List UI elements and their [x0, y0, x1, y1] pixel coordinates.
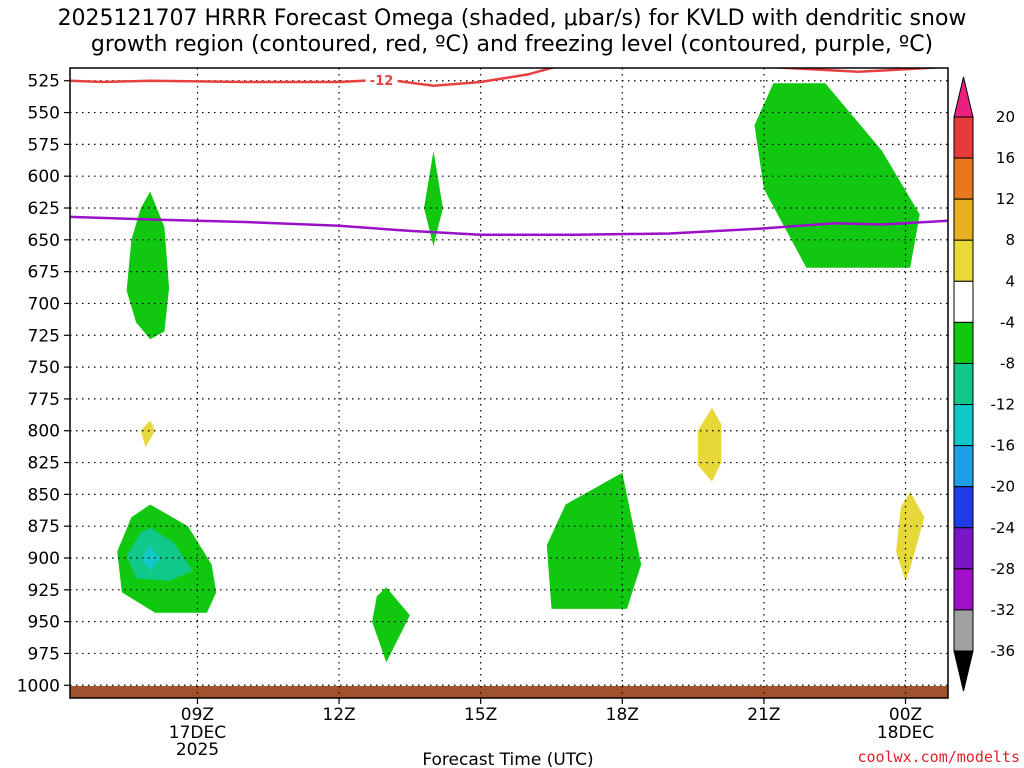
colorbar-segment: [953, 445, 974, 488]
colorbar-segment: [953, 362, 974, 406]
x-tick-label: 18Z: [606, 705, 639, 725]
omega-region-teal-b: [126, 527, 193, 581]
colorbar-label: -28: [991, 560, 1016, 578]
y-tick-label: 925: [28, 581, 60, 601]
y-tick-label: 975: [28, 644, 60, 664]
colorbar-top-arrow: [953, 76, 974, 118]
freezing-level-line: [70, 215, 948, 236]
y-tick-label: 550: [28, 104, 60, 124]
colorbar-segment: [953, 280, 974, 323]
colorbar-segment: [953, 527, 974, 570]
colorbar-segment: [953, 198, 974, 241]
colorbar-segment: [953, 609, 974, 652]
y-tick-label: 600: [28, 167, 60, 187]
colorbar-label: -8: [1000, 354, 1015, 372]
y-tick-label: 675: [28, 263, 60, 283]
colorbar: 20 16 12 8 4 -4 -8 -12 -16 -20 -24 -28 -32 -36: [953, 76, 1016, 692]
omega-region-yellow-b: [697, 407, 722, 482]
contour-label-minus12: -12: [370, 74, 394, 89]
x-tick-sublabel: 18DEC: [877, 723, 934, 743]
x-tick-label: 09Z: [181, 705, 214, 725]
omega-region-green-c: [372, 587, 410, 663]
y-tick-label: 650: [28, 231, 60, 251]
chart-title-line-1: 2025121707 HRRR Forecast Omega (shaded, …: [57, 6, 967, 31]
colorbar-segment: [953, 239, 974, 282]
x-tick-label: 12Z: [322, 705, 355, 725]
omega-region-green-f: [754, 83, 920, 268]
x-axis-label: Forecast Time (UTC): [422, 750, 593, 768]
x-tick-sublabel: 17DEC: [169, 723, 226, 743]
colorbar-segment: [953, 404, 974, 447]
omega-region-yellow-c: [896, 491, 925, 581]
colorbar-label: 20: [996, 108, 1015, 126]
ground-strip: [70, 686, 948, 698]
dendritic-line-left: [70, 68, 557, 88]
y-tick-label: 775: [28, 390, 60, 410]
colorbar-segment: [953, 321, 974, 364]
omega-region-green-d: [424, 150, 443, 247]
colorbar-segment: [953, 568, 974, 611]
colorbar-bottom-arrow: [953, 650, 974, 692]
colorbar-segment: [953, 486, 974, 529]
y-tick-label: 800: [28, 422, 60, 442]
y-tick-label: 625: [28, 199, 60, 219]
colorbar-label: -16: [991, 437, 1016, 455]
y-tick-label: 950: [28, 613, 60, 633]
y-tick-label: 825: [28, 454, 60, 474]
omega-region-cyan-b: [140, 545, 160, 571]
colorbar-label: 4: [1005, 272, 1015, 290]
colorbar-label: -24: [991, 519, 1016, 537]
chart-title-line-2: growth region (contoured, red, ºC) and f…: [90, 32, 934, 57]
x-tick-label: 00Z: [889, 705, 922, 725]
omega-region-green-e: [546, 472, 642, 609]
y-tick-label: 525: [28, 72, 60, 92]
colorbar-label: 8: [1005, 231, 1015, 249]
colorbar-segment: [953, 157, 974, 200]
plot-frame: [69, 67, 949, 699]
x-tick-label: 15Z: [464, 705, 497, 725]
colorbar-label: -36: [991, 642, 1016, 660]
colorbar-label: -4: [1000, 313, 1015, 331]
y-tick-label: 875: [28, 517, 60, 537]
x-tick-sublabel: 2025: [176, 740, 219, 760]
colorbar-label: 16: [996, 149, 1015, 167]
colorbar-label: -32: [991, 601, 1016, 619]
omega-region-yellow-a: [140, 420, 155, 448]
colorbar-label: -12: [991, 396, 1016, 414]
y-tick-label: 1000: [17, 676, 60, 696]
y-tick-label: 700: [28, 294, 60, 314]
y-tick-label: 850: [28, 485, 60, 505]
y-tick-label: 575: [28, 135, 60, 155]
colorbar-segment: [953, 116, 974, 159]
y-tick-label: 750: [28, 358, 60, 378]
colorbar-label: 12: [996, 190, 1015, 208]
credit-text: coolwx.com/modelts: [857, 748, 1020, 766]
omega-region-green-a: [126, 191, 170, 340]
x-tick-label: 21Z: [747, 705, 780, 725]
y-tick-label: 900: [28, 549, 60, 569]
colorbar-label: -20: [991, 478, 1016, 496]
y-tick-label: 725: [28, 326, 60, 346]
